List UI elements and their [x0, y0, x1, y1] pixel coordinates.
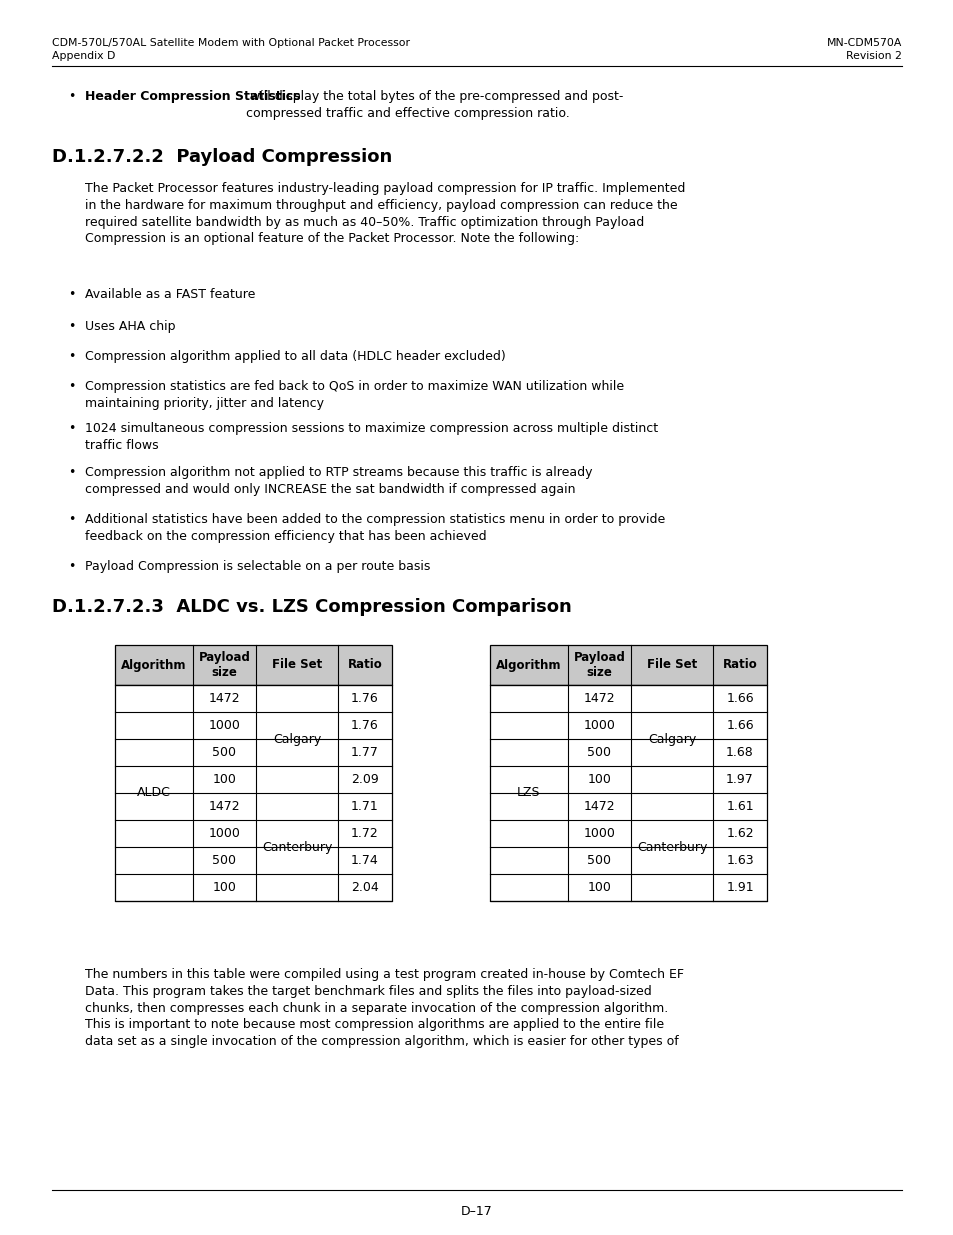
Text: File Set: File Set	[272, 658, 322, 672]
Text: •: •	[68, 466, 75, 479]
Text: 1472: 1472	[583, 692, 615, 705]
Text: 1.66: 1.66	[725, 692, 753, 705]
Text: •: •	[68, 320, 75, 333]
Text: 500: 500	[587, 853, 611, 867]
Text: Payload
size: Payload size	[573, 651, 625, 679]
Text: 1.71: 1.71	[351, 800, 378, 813]
Text: D–17: D–17	[460, 1205, 493, 1218]
Text: •: •	[68, 513, 75, 526]
Text: Calgary: Calgary	[273, 732, 321, 746]
Text: Compression statistics are fed back to QoS in order to maximize WAN utilization : Compression statistics are fed back to Q…	[85, 380, 623, 410]
Text: The Packet Processor features industry-leading payload compression for IP traffi: The Packet Processor features industry-l…	[85, 182, 684, 246]
Text: Algorithm: Algorithm	[496, 658, 561, 672]
Bar	[115, 645, 392, 685]
Text: 1.63: 1.63	[725, 853, 753, 867]
Text: 1000: 1000	[209, 827, 240, 840]
Text: Calgary: Calgary	[647, 732, 696, 746]
Text: 1.76: 1.76	[351, 719, 378, 732]
Text: The numbers in this table were compiled using a test program created in-house by: The numbers in this table were compiled …	[85, 968, 683, 1049]
Text: 1472: 1472	[583, 800, 615, 813]
Text: 500: 500	[587, 746, 611, 760]
Text: Available as a FAST feature: Available as a FAST feature	[85, 288, 255, 301]
Text: Ratio: Ratio	[721, 658, 757, 672]
Text: 1.76: 1.76	[351, 692, 378, 705]
Text: •: •	[68, 422, 75, 435]
Text: •: •	[68, 350, 75, 363]
Text: 500: 500	[213, 853, 236, 867]
Text: Uses AHA chip: Uses AHA chip	[85, 320, 175, 333]
Text: Compression algorithm not applied to RTP streams because this traffic is already: Compression algorithm not applied to RTP…	[85, 466, 592, 495]
Bar	[115, 685, 392, 902]
Bar	[490, 685, 766, 902]
Text: Appendix D: Appendix D	[52, 51, 115, 61]
Text: Canterbury: Canterbury	[261, 841, 332, 853]
Text: 2.09: 2.09	[351, 773, 378, 785]
Text: File Set: File Set	[646, 658, 697, 672]
Text: D.1.2.7.2.3  ALDC vs. LZS Compression Comparison: D.1.2.7.2.3 ALDC vs. LZS Compression Com…	[52, 598, 571, 616]
Text: •: •	[68, 559, 75, 573]
Text: 1.97: 1.97	[725, 773, 753, 785]
Text: Header Compression Statistics: Header Compression Statistics	[85, 90, 300, 103]
Text: LZS: LZS	[517, 787, 540, 799]
Text: 500: 500	[213, 746, 236, 760]
Text: 1472: 1472	[209, 692, 240, 705]
Text: 1.91: 1.91	[725, 881, 753, 894]
Text: 1.62: 1.62	[725, 827, 753, 840]
Text: 100: 100	[587, 773, 611, 785]
Text: Payload
size: Payload size	[198, 651, 251, 679]
Text: Revision 2: Revision 2	[845, 51, 901, 61]
Text: Canterbury: Canterbury	[637, 841, 706, 853]
Text: will display the total bytes of the pre-compressed and post-
compressed traffic : will display the total bytes of the pre-…	[246, 90, 622, 120]
Text: 1.68: 1.68	[725, 746, 753, 760]
Text: 1024 simultaneous compression sessions to maximize compression across multiple d: 1024 simultaneous compression sessions t…	[85, 422, 658, 452]
Text: 2.04: 2.04	[351, 881, 378, 894]
Text: 1.72: 1.72	[351, 827, 378, 840]
Text: 1.66: 1.66	[725, 719, 753, 732]
Bar	[490, 645, 766, 685]
Text: 1.74: 1.74	[351, 853, 378, 867]
Text: D.1.2.7.2.2  Payload Compression: D.1.2.7.2.2 Payload Compression	[52, 148, 392, 165]
Text: •: •	[68, 90, 75, 103]
Text: Additional statistics have been added to the compression statistics menu in orde: Additional statistics have been added to…	[85, 513, 664, 543]
Text: •: •	[68, 288, 75, 301]
Text: 1.77: 1.77	[351, 746, 378, 760]
Text: 1000: 1000	[583, 827, 615, 840]
Text: 1000: 1000	[583, 719, 615, 732]
Text: 1472: 1472	[209, 800, 240, 813]
Text: Compression algorithm applied to all data (HDLC header excluded): Compression algorithm applied to all dat…	[85, 350, 505, 363]
Text: 1000: 1000	[209, 719, 240, 732]
Text: Algorithm: Algorithm	[121, 658, 187, 672]
Text: MN-CDM570A: MN-CDM570A	[825, 38, 901, 48]
Text: ALDC: ALDC	[137, 787, 171, 799]
Text: Ratio: Ratio	[347, 658, 382, 672]
Text: 1.61: 1.61	[725, 800, 753, 813]
Text: 100: 100	[587, 881, 611, 894]
Text: Payload Compression is selectable on a per route basis: Payload Compression is selectable on a p…	[85, 559, 430, 573]
Text: 100: 100	[213, 881, 236, 894]
Text: •: •	[68, 380, 75, 393]
Text: CDM-570L/570AL Satellite Modem with Optional Packet Processor: CDM-570L/570AL Satellite Modem with Opti…	[52, 38, 410, 48]
Text: 100: 100	[213, 773, 236, 785]
